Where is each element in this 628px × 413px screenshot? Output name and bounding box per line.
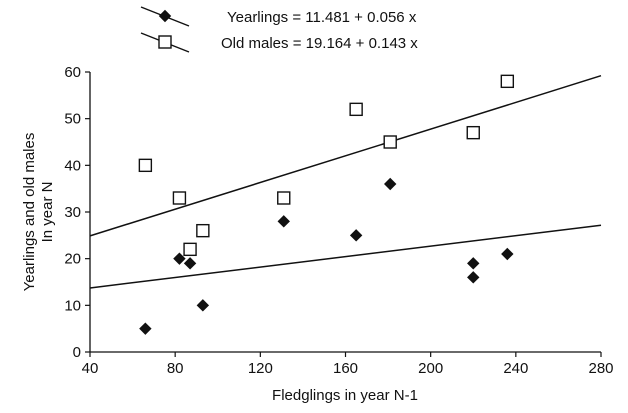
data-point-old-males	[183, 242, 197, 257]
y-axis-title-line-1: Yearlings and old males	[21, 133, 38, 292]
x-tick-label: 80	[167, 360, 184, 377]
data-point-yearlings	[139, 322, 152, 335]
data-point-old-males	[466, 125, 480, 140]
regression-line-old-males	[89, 74, 602, 237]
data-point-old-males	[277, 191, 291, 205]
axis-titles: Fledglings in year N-1 Yearlings and old…	[21, 133, 418, 404]
regression-line-yearlings	[89, 224, 602, 289]
data-point-old-males	[383, 135, 397, 149]
data-point-yearlings	[277, 215, 290, 228]
legend: Yearlings = 11.481 + 0.056 x Old males =…	[140, 6, 418, 53]
x-axis-title: Fledglings in year N-1	[272, 387, 418, 404]
data-point-old-males	[138, 158, 153, 173]
data-point-yearlings	[384, 177, 397, 191]
y-axis-title-line-2: In year N	[39, 182, 56, 243]
data-point-yearlings	[173, 252, 186, 265]
y-tick-label: 20	[64, 251, 81, 268]
y-tick-label: 50	[64, 111, 81, 128]
legend-marker-old-males	[158, 35, 172, 49]
x-tick-label: 120	[248, 360, 273, 377]
data-point-old-males	[196, 223, 210, 238]
y-tick-label: 40	[64, 157, 81, 174]
legend-label-yearlings: Yearlings = 11.481 + 0.056 x	[227, 9, 417, 26]
regression-lines	[89, 74, 602, 289]
legend-marker-yearlings	[158, 9, 172, 23]
legend-label-old-males: Old males = 19.164 + 0.143 x	[221, 35, 418, 52]
data-point-yearlings	[501, 247, 514, 261]
data-point-yearlings	[349, 229, 363, 242]
x-tick-label: 200	[418, 360, 443, 377]
data-point-yearlings	[467, 271, 480, 284]
x-tick-label: 160	[333, 360, 358, 377]
y-tick-label: 30	[64, 204, 81, 221]
data-point-yearlings	[196, 299, 210, 312]
data-point-yearlings	[183, 257, 197, 270]
x-tick-label: 240	[503, 360, 528, 377]
data-point-old-males	[500, 74, 515, 89]
y-tick-label: 10	[64, 297, 81, 314]
axes: 40 80 120 160 200 240 280 0 10 20 30 40 50 60	[64, 64, 613, 377]
data-point-old-males	[349, 102, 363, 117]
data-point-old-males	[172, 191, 187, 205]
y-tick-label: 60	[64, 64, 81, 81]
x-tick-label: 280	[588, 360, 613, 377]
y-tick-label: 0	[73, 344, 81, 361]
data-points	[138, 74, 515, 335]
data-point-yearlings	[467, 257, 480, 270]
x-tick-label: 40	[82, 360, 99, 377]
